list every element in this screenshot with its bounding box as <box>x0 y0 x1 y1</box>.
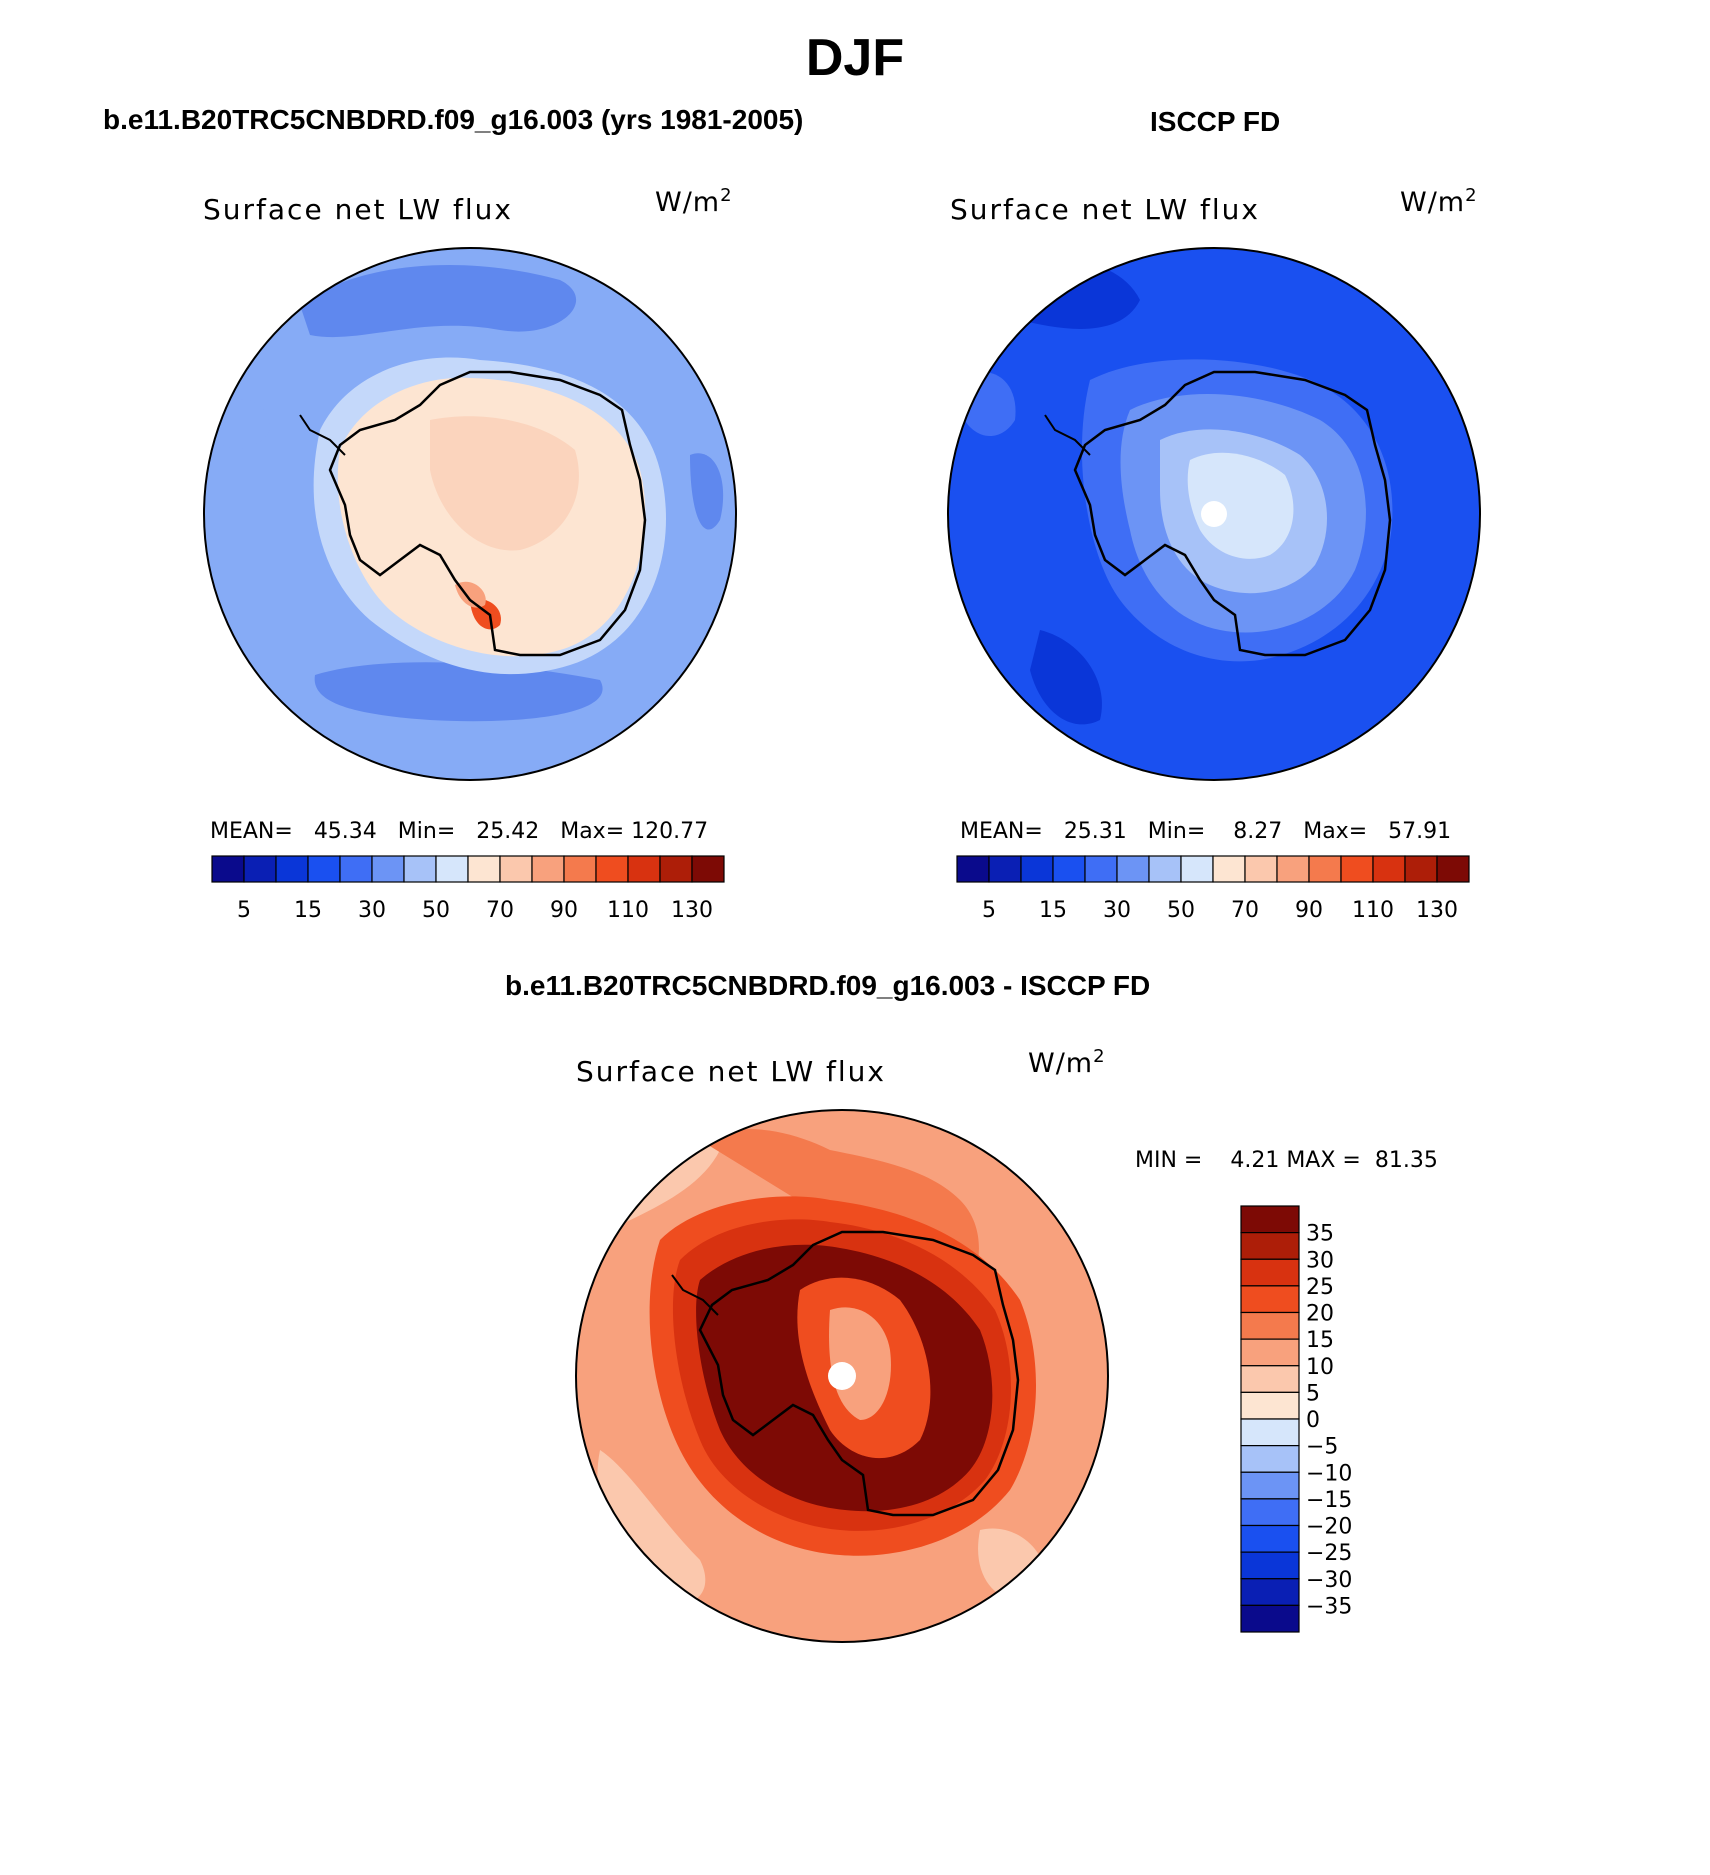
colorbar-panel2-swatch <box>1116 855 1150 883</box>
colorbar-panel1-swatch <box>243 855 277 883</box>
colorbar-panel3-tick-label: 25 <box>1306 1275 1334 1300</box>
colorbar-panel2-swatch <box>1340 855 1374 883</box>
colorbar-panel3-tick-label: −25 <box>1306 1541 1352 1566</box>
colorbar-panel2: 5 15 30 50 70 90 110 130 <box>956 855 1470 923</box>
colorbar-panel3-swatch <box>1240 1232 1300 1260</box>
colorbar-panel1-swatch <box>499 855 533 883</box>
colorbar-panel3-swatch <box>1240 1418 1300 1447</box>
colorbar-panel1-swatch <box>691 855 725 883</box>
colorbar-panel2-swatch <box>1180 855 1214 883</box>
colorbar-panel3-tick-label: −15 <box>1306 1488 1352 1513</box>
colorbar-panel1-swatch <box>563 855 597 883</box>
colorbar-panel3-tick-label: −5 <box>1306 1435 1338 1460</box>
colorbar-panel3-tick-label: −35 <box>1306 1594 1352 1619</box>
colorbar-panel2-swatch <box>1212 855 1246 883</box>
panel2-stats: MEAN= 25.31 Min= 8.27 Max= 57.91 <box>960 819 1452 844</box>
colorbar-panel1-swatch <box>595 855 629 883</box>
colorbar-panel1-tick-label: 90 <box>550 898 578 923</box>
colorbar-panel1-tick-label: 70 <box>486 898 514 923</box>
colorbar-panel3-swatch <box>1240 1285 1300 1314</box>
colorbar-panel3-tick-label: −20 <box>1306 1515 1352 1540</box>
colorbar-panel3-swatch <box>1240 1604 1300 1633</box>
colorbar-panel2-tick-label: 15 <box>1039 898 1067 923</box>
colorbar-panel1-swatch <box>371 855 405 883</box>
colorbar-panel3-tick-label: −30 <box>1306 1568 1352 1593</box>
colorbar-panel1-swatch <box>435 855 469 883</box>
colorbar-panel1-swatch <box>275 855 309 883</box>
colorbar-panel1-swatch <box>531 855 565 883</box>
colorbar-panel3-swatch <box>1240 1205 1300 1234</box>
panel3-stats: MIN = 4.21 MAX = 81.35 <box>1135 1148 1438 1173</box>
colorbar-panel3-swatch <box>1240 1391 1300 1420</box>
colorbar-panel3-swatch <box>1240 1524 1300 1553</box>
colorbar-panel3-swatch <box>1240 1471 1300 1500</box>
panel1-variable-label: Surface net LW flux <box>203 193 513 226</box>
panel2-units-label: W/m2 <box>1400 185 1478 218</box>
panel1-units-label: W/m2 <box>655 185 733 218</box>
panel1-heading: b.e11.B20TRC5CNBDRD.f09_g16.003 (yrs 198… <box>103 104 804 135</box>
colorbar-panel1-tick-label: 50 <box>422 898 450 923</box>
colorbar-panel1-tick-label: 110 <box>607 898 649 923</box>
colorbar-panel3-swatch <box>1240 1311 1300 1340</box>
colorbar-panel1-swatch <box>467 855 501 883</box>
colorbar-panel2-swatch <box>1148 855 1182 883</box>
colorbar-panel3-swatch <box>1240 1258 1300 1287</box>
panel2-variable-label: Surface net LW flux <box>950 193 1260 226</box>
panel1-stats: MEAN= 45.34 Min= 25.42 Max= 120.77 <box>210 819 709 844</box>
colorbar-panel2-swatch <box>1084 855 1118 883</box>
colorbar-panel3-swatch <box>1240 1338 1300 1367</box>
panel2-heading: ISCCP FD <box>1150 106 1281 137</box>
colorbar-panel2-swatch <box>1244 855 1278 883</box>
colorbar-panel1-tick-label: 15 <box>294 898 322 923</box>
colorbar-panel1: 5 15 30 50 70 90 110 130 <box>211 855 725 923</box>
colorbar-panel1-swatch <box>659 855 693 883</box>
colorbar-panel3-tick-label: 10 <box>1306 1355 1334 1380</box>
colorbar-panel2-swatch <box>1308 855 1342 883</box>
colorbar-panel2-swatch <box>1020 855 1054 883</box>
colorbar-panel3-swatch <box>1240 1445 1300 1473</box>
colorbar-panel2-swatch <box>1276 855 1310 883</box>
colorbar-panel2-tick-label: 130 <box>1416 898 1458 923</box>
colorbar-panel2-swatch <box>1404 855 1438 883</box>
colorbar-panel1-swatch <box>339 855 373 883</box>
panel2-map <box>947 247 1481 781</box>
colorbar-panel2-swatch <box>1372 855 1406 883</box>
colorbar-panel1-swatch <box>403 855 437 883</box>
colorbar-panel1-tick-label: 5 <box>237 898 251 923</box>
colorbar-panel3-tick-label: 30 <box>1306 1248 1334 1273</box>
colorbar-panel3-tick-label: 20 <box>1306 1302 1334 1327</box>
panel3-heading: b.e11.B20TRC5CNBDRD.f09_g16.003 - ISCCP … <box>505 970 1151 1001</box>
colorbar-panel3-swatch <box>1240 1578 1300 1606</box>
colorbar-panel2-tick-label: 30 <box>1103 898 1131 923</box>
colorbar-panel1-tick-label: 30 <box>358 898 386 923</box>
colorbar-panel2-tick-label: 70 <box>1231 898 1259 923</box>
colorbar-panel2-swatch <box>956 855 990 883</box>
colorbar-panel3-tick-label: −10 <box>1306 1461 1352 1486</box>
colorbar-panel1-swatch <box>307 855 341 883</box>
colorbar-panel2-tick-label: 90 <box>1295 898 1323 923</box>
colorbar-panel3-tick-label: 0 <box>1306 1408 1320 1433</box>
colorbar-panel1-swatch <box>627 855 661 883</box>
colorbar-panel2-swatch <box>988 855 1022 883</box>
colorbar-panel3-swatch <box>1240 1365 1300 1393</box>
colorbar-panel3-swatch <box>1240 1498 1300 1527</box>
colorbar-panel2-swatch <box>1052 855 1086 883</box>
colorbar-panel2-swatch <box>1436 855 1470 883</box>
colorbar-panel3-tick-label: 5 <box>1306 1381 1320 1406</box>
panel3-variable-label: Surface net LW flux <box>576 1055 886 1088</box>
panel1-map <box>203 247 737 781</box>
colorbar-panel3-tick-label: 15 <box>1306 1328 1334 1353</box>
colorbar-panel2-tick-label: 50 <box>1167 898 1195 923</box>
colorbar-panel1-tick-label: 130 <box>671 898 713 923</box>
colorbar-panel1-swatch <box>211 855 245 883</box>
colorbar-panel2-tick-label: 110 <box>1352 898 1394 923</box>
colorbar-panel2-tick-label: 5 <box>982 898 996 923</box>
colorbar-panel3-swatch <box>1240 1551 1300 1580</box>
figure-title: DJF <box>805 29 905 87</box>
panel3-units-label: W/m2 <box>1028 1046 1106 1079</box>
panel3-map <box>575 1109 1109 1643</box>
colorbar-panel3-tick-label: 35 <box>1306 1222 1334 1247</box>
